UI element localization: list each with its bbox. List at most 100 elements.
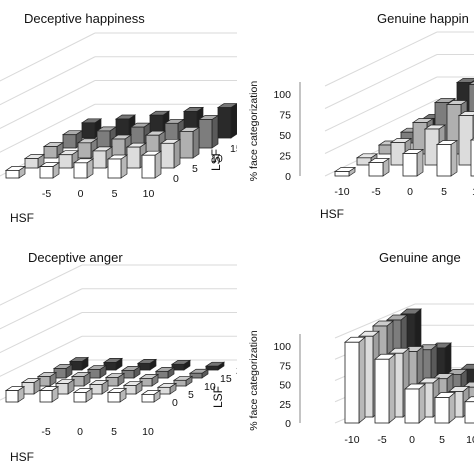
bar-top — [464, 396, 474, 403]
x-tick-label: 5 — [112, 188, 118, 200]
bar — [374, 353, 396, 424]
x-tick-label: -10 — [334, 186, 349, 198]
bar — [70, 371, 92, 387]
bar-side — [358, 336, 366, 424]
chart-panel-deceptive-happiness: -50510HSF05101520LSF Deceptive happiness — [0, 0, 237, 237]
x-ticks: -10 -5 0 5 10 — [334, 186, 474, 198]
y-tick-label: 25 — [279, 151, 291, 163]
depth-tick-label: 10 — [211, 153, 223, 165]
bar — [106, 387, 128, 403]
bar-front — [62, 134, 77, 149]
bar-front — [189, 372, 203, 379]
x-ticks: -10 -5 0 5 10 — [344, 434, 474, 446]
y-tick-label: 50 — [279, 130, 291, 142]
x-tick-label: -10 — [344, 434, 359, 446]
bar — [122, 380, 144, 395]
chart-canvas: -50510HSF05101520LSF — [0, 32, 237, 225]
depth-tick-label: 20 — [236, 365, 237, 377]
depth-axis-label: LSF — [211, 386, 225, 408]
chart-panel-deceptive-anger: -50510HSF05101520LSF Deceptive anger — [0, 237, 237, 474]
chart-title: Genuine happin — [377, 11, 469, 26]
bar-side — [416, 148, 424, 177]
bar — [435, 139, 459, 177]
y-tick-label: 75 — [279, 110, 291, 122]
y-tick-label: 0 — [285, 171, 291, 183]
bars — [4, 103, 237, 179]
bar-front — [344, 341, 360, 424]
depth-ticks: 05 10 15 20 — [172, 365, 237, 409]
bar-side — [192, 126, 200, 159]
bar-front — [205, 365, 219, 371]
gridline — [324, 31, 438, 87]
bar-front — [470, 139, 474, 177]
bar-front — [402, 153, 418, 177]
bar-front — [39, 166, 54, 179]
x-tick-label: 10 — [143, 188, 155, 200]
x-tick-label: 10 — [142, 426, 154, 438]
bar-front — [141, 154, 156, 179]
bar — [367, 157, 391, 177]
bar — [88, 379, 110, 395]
bar-front — [334, 171, 350, 177]
bar — [76, 138, 99, 159]
y-axis: 0 25 50 75 100 % face categorization — [248, 330, 301, 431]
bar-front — [436, 144, 452, 177]
x-tick-label: 0 — [78, 188, 84, 200]
bar-front — [43, 146, 58, 159]
bar-front — [160, 142, 175, 169]
y-tick-label: 0 — [285, 418, 291, 430]
x-tick-label: -5 — [371, 186, 380, 198]
bar-front — [5, 169, 20, 179]
bar — [178, 126, 201, 159]
bar — [86, 364, 108, 379]
bar — [333, 166, 357, 177]
bar — [106, 154, 129, 179]
bar-front — [24, 158, 39, 169]
bar-side — [211, 114, 219, 149]
bar-top — [467, 80, 474, 85]
bar-front — [434, 397, 450, 424]
y-axis: 0 25 50 75 100 % face categorization — [248, 81, 301, 183]
bar-front — [5, 390, 19, 403]
bar — [469, 137, 474, 177]
chart-canvas: -10-505100255075100% face categorization — [248, 303, 474, 446]
bar-front — [404, 388, 420, 424]
chart-canvas: -10 -5 0 5 10 HSF 0 25 50 75 100 % face categorizat… — [248, 31, 474, 221]
bar — [404, 383, 426, 424]
x-axis-label: HSF — [10, 211, 34, 225]
bar-front — [73, 392, 87, 403]
bar — [36, 371, 58, 387]
bar — [136, 358, 158, 371]
gridline — [324, 76, 438, 132]
bar — [72, 158, 95, 179]
x-axis-label: HSF — [320, 207, 344, 221]
gridline — [0, 32, 96, 82]
bar — [216, 103, 237, 139]
bar-front — [107, 392, 121, 403]
x-tick-label: 0 — [409, 434, 415, 446]
x-tick-label: -5 — [377, 434, 386, 446]
bar — [68, 356, 90, 371]
gridline — [324, 54, 438, 109]
bar — [464, 396, 474, 424]
chart-title: Deceptive anger — [28, 250, 123, 265]
y-tick-label: 100 — [273, 89, 291, 101]
gridline — [0, 335, 83, 377]
gridline — [324, 99, 438, 154]
y-axis-label: % face categorization — [248, 81, 260, 182]
bar — [401, 148, 425, 177]
bar — [138, 373, 160, 387]
x-tick-label: 10 — [466, 434, 474, 446]
gridline — [0, 80, 96, 130]
bar-side — [154, 150, 162, 179]
depth-tick-label: 10 — [204, 381, 216, 393]
x-tick-label: 0 — [407, 186, 413, 198]
bar-side — [173, 138, 181, 169]
bar-front — [141, 393, 155, 403]
gridline — [0, 312, 83, 354]
bar — [38, 385, 60, 403]
x-tick-label: 10 — [472, 186, 474, 198]
bar — [154, 366, 176, 379]
bar-side — [388, 353, 396, 424]
depth-axis-label: LSF — [209, 149, 223, 171]
